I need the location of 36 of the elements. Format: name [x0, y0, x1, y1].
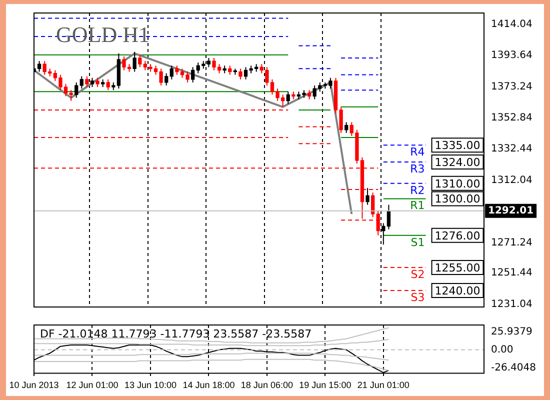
- series-label: R4: [410, 146, 425, 159]
- y-tick-label: 1393.64: [491, 50, 532, 62]
- data-label: 1240.00: [434, 284, 480, 298]
- chart-title: DF -21.0148 11.7793 -11.7793 23.5587 -23.5587: [40, 327, 312, 340]
- y-tick-label: 25.9379: [491, 326, 532, 338]
- data-label: 1324.00: [434, 156, 480, 169]
- y-tick-label: 1312.04: [491, 174, 532, 186]
- series-label: R3: [410, 162, 425, 176]
- x-tick-label: 18 Jun 06:00: [240, 380, 293, 390]
- ref-line-label: 1292.01: [488, 206, 534, 217]
- series-label: S1: [410, 236, 425, 249]
- y-tick-label: -26.4048: [491, 362, 536, 374]
- data-label: 1310.00: [434, 177, 480, 190]
- series-label: R1: [410, 199, 425, 212]
- data-label: 1255.00: [434, 261, 480, 274]
- y-tick-label: 0.00: [491, 344, 514, 356]
- x-tick-label: 13 Jun 10:00: [124, 380, 176, 390]
- y-tick-label: 1332.44: [491, 144, 532, 155]
- y-tick-label: 1373.24: [491, 81, 532, 92]
- series-label: R2: [410, 184, 425, 197]
- y-tick-label: 1271.24: [491, 237, 532, 248]
- x-tick-label: 21 Jun 01:00: [357, 380, 410, 390]
- chart-title: GOLD H1: [56, 22, 150, 47]
- x-tick-label: 14 Jun 18:00: [182, 380, 235, 390]
- x-tick-label: 12 Jun 01:00: [66, 380, 118, 390]
- x-tick-label: 19 Jun 15:00: [299, 380, 352, 390]
- y-tick-label: 1231.04: [491, 298, 532, 310]
- series-label: S2: [410, 268, 425, 281]
- y-tick-label: 1251.44: [491, 268, 532, 279]
- x-tick-label: 10 Jun 2013: [9, 380, 59, 390]
- y-tick-label: 1352.84: [491, 112, 532, 124]
- data-label: 1276.00: [434, 229, 480, 242]
- y-tick-label: 1414.04: [491, 18, 532, 30]
- data-label: 1300.00: [434, 192, 480, 206]
- data-label: 1335.00: [434, 139, 480, 152]
- series-label: S3: [410, 290, 425, 304]
